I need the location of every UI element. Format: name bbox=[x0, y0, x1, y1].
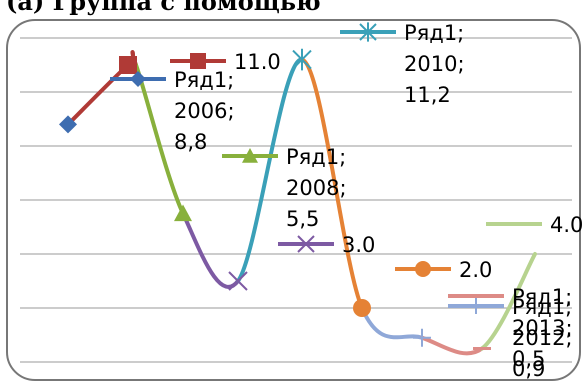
data-label-text: 2008; bbox=[286, 176, 347, 200]
data-point-marker bbox=[353, 299, 371, 317]
data-label-text: 2006; bbox=[174, 99, 235, 123]
label-swatch-marker bbox=[297, 235, 315, 253]
data-label: 3.0 bbox=[278, 233, 375, 257]
data-label-text: Ряд1; bbox=[286, 145, 346, 169]
data-label: Ряд1; 2008; 5,5 bbox=[222, 145, 347, 231]
data-label-text: 11.0 bbox=[234, 50, 281, 74]
data-labels: 11.0Ряд1;2006;8,8Ряд1;2008;5,53.0Ряд1;20… bbox=[110, 21, 583, 381]
series-segment bbox=[360, 306, 424, 340]
label-swatch-marker bbox=[242, 148, 258, 163]
label-swatch-marker bbox=[415, 261, 431, 277]
data-label-text: 11,2 bbox=[404, 83, 451, 107]
data-label-text: 0,5 bbox=[512, 347, 545, 371]
data-point-marker bbox=[59, 115, 77, 134]
label-swatch-marker bbox=[468, 298, 484, 314]
label-swatch-marker bbox=[190, 53, 206, 69]
data-label-text: 0,9 bbox=[512, 357, 545, 381]
data-point-marker bbox=[119, 56, 137, 74]
data-label-text: Ряд1; bbox=[174, 68, 234, 92]
data-label-text: Ряд1; bbox=[512, 295, 572, 319]
data-point-marker bbox=[292, 48, 312, 71]
data-label-text: 2013; bbox=[512, 316, 573, 340]
data-label-text: Ряд1; bbox=[512, 285, 572, 309]
data-label: Ряд1; 2010; 11,2 bbox=[340, 21, 465, 107]
data-label: Ряд1; 2012; 0,9 bbox=[448, 295, 573, 381]
data-label-text: 8,8 bbox=[174, 130, 207, 154]
series-segment bbox=[480, 252, 537, 351]
data-label-text: 2012; bbox=[512, 326, 573, 350]
data-label-text: 3.0 bbox=[342, 233, 375, 257]
data-label-text: Ряд1; bbox=[404, 21, 464, 45]
data-label-text: 2.0 bbox=[459, 258, 492, 282]
series-segment bbox=[420, 335, 484, 356]
series-segment bbox=[300, 57, 364, 310]
data-label: 11.0 bbox=[170, 50, 281, 74]
data-label-text: 5,5 bbox=[286, 207, 319, 231]
header-fragment: (а) Группа с помощью bbox=[6, 0, 321, 16]
data-point-marker bbox=[174, 204, 192, 222]
data-label-text: 4.0 bbox=[550, 213, 583, 237]
data-label: 4.0 bbox=[486, 213, 583, 237]
label-swatch-marker bbox=[130, 71, 146, 87]
data-label-text: 2010; bbox=[404, 52, 465, 76]
data-markers bbox=[59, 48, 491, 350]
data-label: Ряд1;2013;0,5 bbox=[448, 285, 573, 371]
data-label: Ряд1; 2006; 8,8 bbox=[110, 68, 235, 154]
label-swatch-marker bbox=[359, 22, 377, 42]
data-label: 2.0 bbox=[395, 258, 492, 282]
data-point-marker bbox=[413, 328, 431, 347]
data-point-marker bbox=[228, 271, 248, 291]
gridlines bbox=[20, 37, 572, 363]
